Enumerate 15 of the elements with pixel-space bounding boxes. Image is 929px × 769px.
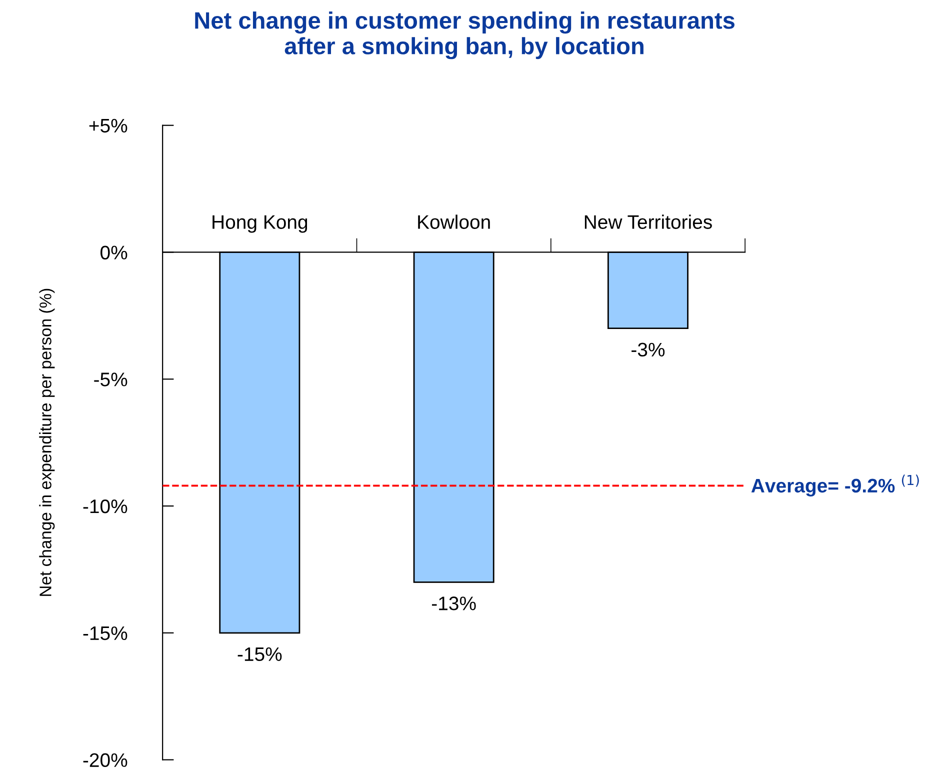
ref-line-label: Average= -9.2% $^{(1)}$	[751, 474, 919, 497]
y-tick-label: +5%	[89, 118, 128, 133]
x-tick-label: New Territories	[584, 214, 712, 229]
y-tick-label: -15%	[83, 626, 128, 640]
y-axis-title: Net change in expenditure per person (%)	[39, 288, 55, 596]
data-label: -3%	[632, 342, 665, 357]
y-tick-label: -10%	[83, 499, 128, 514]
data-label: -13%	[432, 596, 476, 610]
x-tick-label: Kowloon	[418, 214, 490, 229]
x-tick-label: Hong Kong	[212, 215, 308, 233]
y-tick-label: -20%	[83, 753, 128, 768]
y-tick-label: 0%	[100, 246, 128, 260]
y-tick-label: -5%	[94, 372, 128, 386]
chart-title: Net change in customer spending in restaurants after a smoking ban, by location	[195, 12, 734, 60]
data-label: -15%	[238, 647, 282, 662]
